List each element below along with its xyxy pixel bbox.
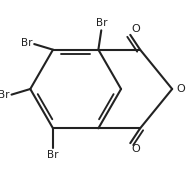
Text: O: O bbox=[131, 24, 140, 34]
Text: O: O bbox=[177, 84, 185, 94]
Text: Br: Br bbox=[47, 150, 59, 160]
Text: Br: Br bbox=[0, 90, 9, 100]
Text: Br: Br bbox=[96, 18, 107, 28]
Text: Br: Br bbox=[21, 38, 32, 48]
Text: O: O bbox=[131, 144, 140, 154]
